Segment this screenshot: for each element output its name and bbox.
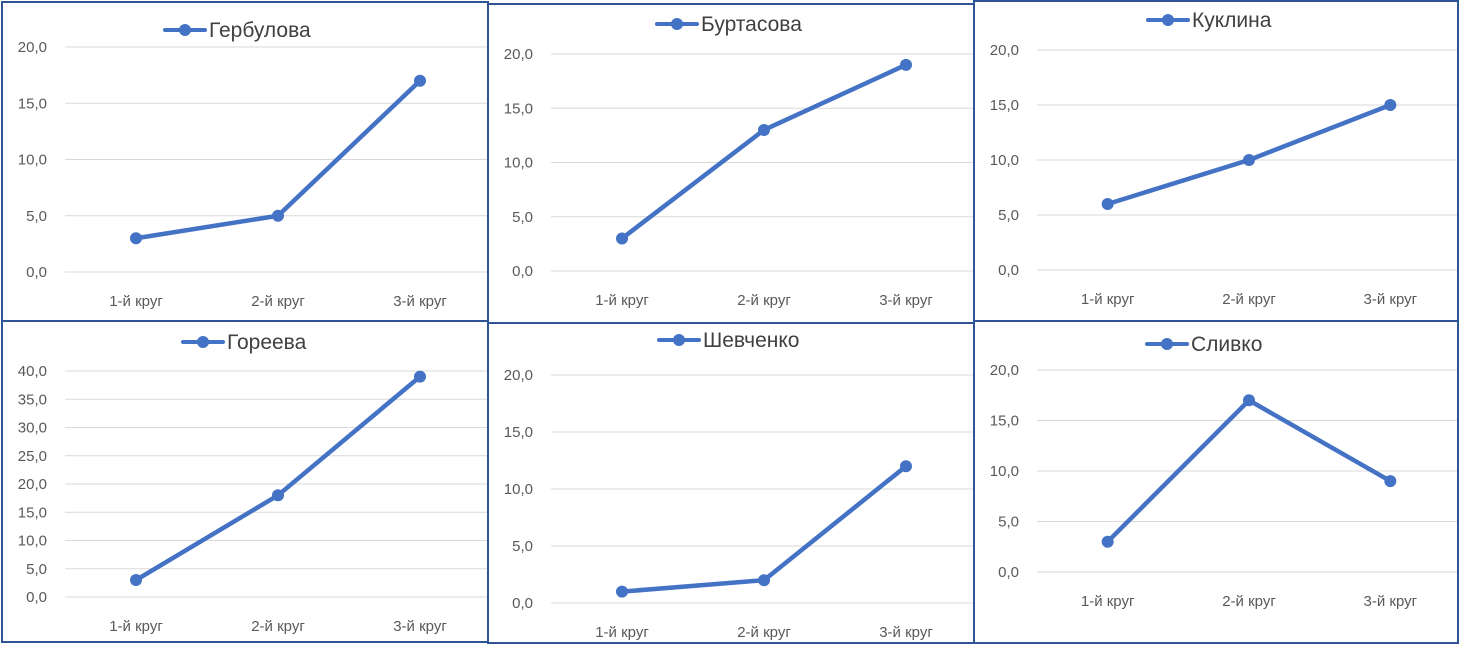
y-tick-label: 0,0: [998, 262, 1019, 279]
chart-title: Сливко: [1191, 333, 1262, 356]
y-tick-label: 0,0: [512, 595, 533, 612]
y-tick-label: 5,0: [26, 561, 47, 578]
y-tick-label: 10,0: [990, 152, 1019, 169]
y-tick-label: 15,0: [990, 413, 1019, 430]
data-point: [130, 232, 142, 245]
y-tick-label: 15,0: [504, 100, 533, 117]
data-point: [1101, 198, 1114, 210]
chart-title: Шевченко: [703, 329, 799, 352]
chart-title: Буртасова: [701, 13, 802, 36]
chart-title: Гербулова: [209, 19, 311, 42]
x-tick-label: 3-й круг: [393, 618, 447, 635]
legend-marker: [1161, 338, 1173, 350]
y-tick-label: 15,0: [990, 97, 1019, 114]
y-tick-label: 0,0: [26, 264, 47, 281]
legend-marker: [1162, 14, 1174, 26]
y-tick-label: 0,0: [26, 589, 47, 606]
y-tick-label: 5,0: [998, 514, 1019, 531]
legend-marker: [179, 24, 191, 36]
x-tick-label: 1-й круг: [1081, 291, 1135, 308]
y-tick-label: 10,0: [990, 463, 1019, 480]
data-point: [414, 370, 426, 383]
series-line: [133, 374, 423, 583]
data-point: [900, 460, 912, 473]
x-tick-label: 3-й круг: [879, 292, 933, 309]
x-tick-label: 3-й круг: [393, 293, 447, 310]
data-point: [1384, 99, 1397, 111]
chart-panel-2: 0,0 5,0 10,0 15,0 20,0 1-й круг 2-й круг 3-й кр…: [487, 3, 975, 324]
chart-title: Гореева: [227, 331, 307, 354]
x-tick-label: 2-й круг: [251, 293, 305, 310]
y-tick-label: 10,0: [504, 481, 533, 498]
chart-svg: 0,0 5,0 10,0 15,0 20,0 25,0 30,0 35,0 40,0 1-й кр…: [18, 331, 487, 635]
y-tick-label: 10,0: [504, 155, 533, 172]
chart-panel-5: 0,0 5,0 10,0 15,0 20,0 1-й круг 2-й круг 3-й кр…: [487, 322, 975, 644]
legend-marker: [671, 18, 683, 30]
y-tick-label: 15,0: [504, 424, 533, 441]
y-tick-label: 5,0: [26, 208, 47, 225]
data-point: [272, 209, 284, 222]
x-tick-label: 1-й круг: [595, 292, 649, 309]
y-tick-label: 15,0: [18, 504, 47, 521]
chart-panel-4: 0,0 5,0 10,0 15,0 20,0 25,0 30,0 35,0 40,0 1-й кр…: [1, 320, 489, 643]
chart-svg: 0,0 5,0 10,0 15,0 20,0 1-й круг 2-й круг 3-й кр…: [18, 19, 487, 310]
data-point: [130, 574, 142, 587]
y-tick-label: 0,0: [512, 263, 533, 280]
x-tick-label: 1-й круг: [109, 293, 163, 310]
x-tick-label: 2-й круг: [251, 618, 305, 635]
legend-marker: [673, 334, 685, 346]
data-point: [272, 489, 284, 502]
y-tick-label: 40,0: [18, 363, 47, 380]
data-point: [1243, 394, 1255, 407]
y-tick-label: 30,0: [18, 420, 47, 437]
series-line: [619, 62, 909, 241]
chart-svg: 0,0 5,0 10,0 15,0 20,0 1-й круг 2-й круг 3-й кр…: [504, 329, 973, 641]
x-tick-label: 2-й круг: [1222, 593, 1276, 610]
data-point: [758, 574, 770, 587]
y-tick-label: 20,0: [990, 362, 1019, 379]
x-tick-label: 3-й круг: [879, 624, 933, 641]
y-tick-label: 5,0: [998, 207, 1019, 224]
chart-svg: 0,0 5,0 10,0 15,0 20,0 1-й круг 2-й круг 3-й кр…: [990, 333, 1457, 610]
x-tick-label: 1-й круг: [1081, 593, 1135, 610]
x-tick-label: 3-й круг: [1364, 291, 1418, 308]
y-tick-label: 20,0: [504, 367, 533, 384]
data-point: [1101, 535, 1114, 548]
data-point: [616, 585, 628, 598]
y-tick-label: 25,0: [18, 448, 47, 465]
y-tick-label: 20,0: [990, 42, 1019, 59]
legend-marker: [197, 336, 209, 348]
y-tick-label: 5,0: [512, 538, 533, 555]
y-tick-label: 20,0: [504, 46, 533, 63]
y-tick-label: 5,0: [512, 209, 533, 226]
y-tick-label: 10,0: [18, 152, 47, 169]
chart-svg: 0,0 5,0 10,0 15,0 20,0 1-й круг 2-й круг 3-й кр…: [990, 9, 1457, 308]
data-point: [900, 58, 912, 71]
data-point: [1243, 154, 1255, 166]
y-tick-label: 15,0: [18, 95, 47, 112]
data-point: [758, 123, 770, 136]
y-tick-label: 10,0: [18, 533, 47, 550]
x-tick-label: 3-й круг: [1364, 593, 1418, 610]
y-tick-label: 35,0: [18, 391, 47, 408]
x-tick-label: 1-й круг: [595, 624, 649, 641]
x-tick-label: 2-й круг: [737, 624, 791, 641]
data-point: [414, 74, 426, 87]
chart-panel-6: 0,0 5,0 10,0 15,0 20,0 1-й круг 2-й круг 3-й кр…: [973, 320, 1459, 644]
data-point: [616, 232, 628, 245]
y-tick-label: 0,0: [998, 564, 1019, 581]
y-tick-label: 20,0: [18, 39, 47, 56]
chart-panel-1: 0,0 5,0 10,0 15,0 20,0 1-й круг 2-й круг 3-й кр…: [1, 1, 489, 322]
chart-panel-3: 0,0 5,0 10,0 15,0 20,0 1-й круг 2-й круг 3-й кр…: [973, 0, 1459, 322]
chart-title: Куклина: [1192, 9, 1272, 32]
y-tick-label: 20,0: [18, 476, 47, 493]
x-tick-label: 2-й круг: [1222, 291, 1276, 308]
x-tick-label: 2-й круг: [737, 292, 791, 309]
x-tick-label: 1-й круг: [109, 618, 163, 635]
chart-svg: 0,0 5,0 10,0 15,0 20,0 1-й круг 2-й круг 3-й кр…: [504, 13, 973, 309]
series-line: [619, 463, 909, 594]
data-point: [1384, 475, 1397, 488]
